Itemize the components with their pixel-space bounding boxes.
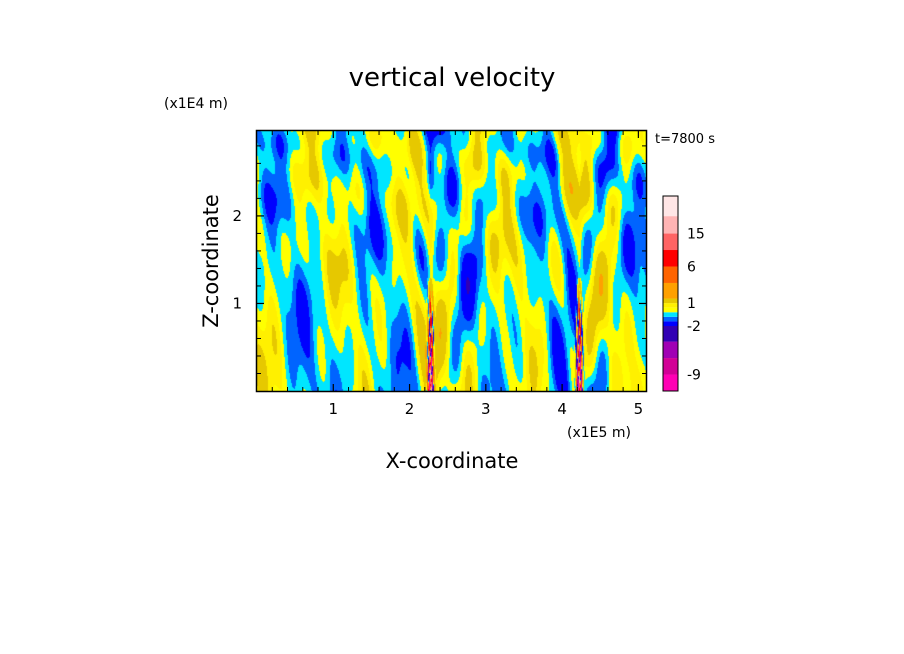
colorbar-tick-label: 6 <box>687 259 696 275</box>
x-axis: 1 2 3 4 5 <box>271 131 644 418</box>
y-tick-label: 2 <box>232 207 242 225</box>
colorbar-block <box>663 216 678 234</box>
x-tick-label: 1 <box>329 400 339 418</box>
colorbar-block <box>663 374 678 391</box>
y-tick-label: 1 <box>232 294 242 312</box>
y-axis-label: Z-coordinate <box>199 194 223 328</box>
colorbar-block <box>663 312 678 317</box>
colorbar-tick-label: 15 <box>687 227 705 243</box>
colorbar-block <box>663 321 678 326</box>
colorbar: 15 6 1 -2 -9 <box>662 195 705 392</box>
colorbar-block <box>663 307 678 313</box>
colorbar-block <box>663 358 678 375</box>
colorbar-block <box>663 341 678 359</box>
colorbar-block <box>663 233 678 251</box>
colorbar-block <box>663 196 678 217</box>
time-label: t=7800 s <box>655 132 715 147</box>
x-tick-label: 4 <box>557 400 567 418</box>
x-tick-label: 3 <box>481 400 491 418</box>
colorbar-block <box>663 316 678 322</box>
velocity-field <box>257 131 646 391</box>
y-axis: 12 <box>232 145 646 374</box>
colorbar-block <box>663 250 678 267</box>
colorbar-block <box>663 282 678 299</box>
colorbar-tick-label: 1 <box>687 296 696 312</box>
y-unit-label: (x1E4 m) <box>164 96 228 112</box>
colorbar-tick-label: -9 <box>687 368 701 384</box>
x-tick-label: 5 <box>634 400 644 418</box>
velocity-field-image <box>257 131 646 391</box>
colorbar-block <box>663 298 678 304</box>
plot-frame <box>255 129 648 393</box>
colorbar-tick-label: -2 <box>687 319 701 335</box>
x-unit-label: (x1E5 m) <box>567 425 631 441</box>
colorbar-frame <box>662 195 679 392</box>
colorbar-block <box>663 326 678 342</box>
chart-title: vertical velocity <box>349 63 556 93</box>
x-axis-label: X-coordinate <box>386 449 519 473</box>
colorbar-block <box>663 266 678 283</box>
colorbar-block <box>663 303 678 308</box>
x-tick-label: 2 <box>405 400 415 418</box>
